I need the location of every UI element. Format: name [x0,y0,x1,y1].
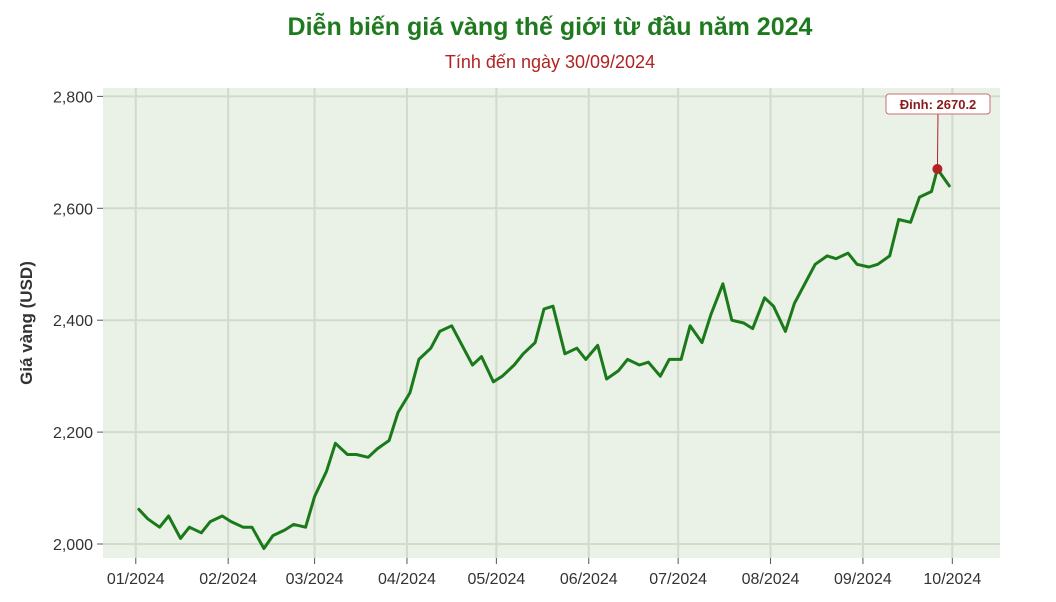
peak-label-box [885,93,991,115]
x-tick-label: 03/2024 [286,571,344,588]
x-tick-label: 02/2024 [199,571,257,588]
y-tick-label: 2,800 [53,89,93,106]
peak-label: Đỉnh: 2670.2 [900,97,977,112]
x-tick-label: 06/2024 [560,571,618,588]
y-tick-label: 2,600 [53,201,93,218]
y-axis: 2,000 2,200 2,400 2,600 2,800 [53,89,103,554]
peak-annotation: Đỉnh: 2670.2 [885,93,991,175]
x-tick-label: 04/2024 [378,571,436,588]
series-group [137,167,951,550]
y-tick-label: 2,000 [53,537,93,554]
x-tick-label: 07/2024 [649,571,707,588]
y-tick-label: 2,200 [53,425,93,442]
series-line [137,167,951,550]
x-tick-label: 01/2024 [107,571,165,588]
x-tick-label: 10/2024 [923,571,981,588]
grid [103,88,1000,558]
plot-area [103,88,1000,558]
y-tick-label: 2,400 [53,313,93,330]
y-axis-label: Giá vàng (USD) [17,261,36,385]
peak-marker [932,164,943,175]
x-tick-label: 08/2024 [742,571,800,588]
x-axis: 01/2024 02/2024 03/2024 04/2024 05/2024 06/20… [107,558,981,588]
chart-subtitle: Tính đến ngày 30/09/2024 [445,52,655,72]
x-tick-label: 05/2024 [467,571,525,588]
x-tick-label: 09/2024 [834,571,892,588]
peak-leader-line [936,111,939,170]
chart-title: Diễn biến giá vàng thế giới từ đầu năm 2… [288,11,813,41]
